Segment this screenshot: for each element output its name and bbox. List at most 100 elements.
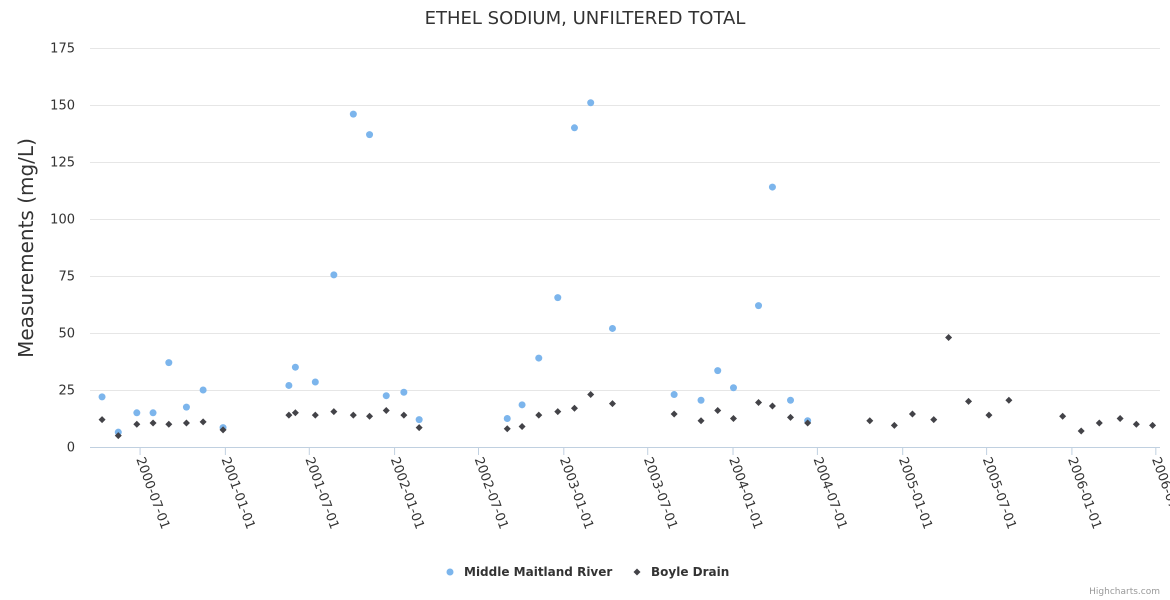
boyle-drain-point[interactable] [587, 391, 595, 399]
boyle-drain-point[interactable] [518, 422, 526, 430]
middle-maitland-point[interactable] [382, 392, 390, 400]
y-tick-label: 25 [58, 384, 75, 399]
x-tick-label: 2001-01-01 [218, 455, 258, 531]
middle-maitland-point[interactable] [98, 393, 106, 401]
boyle-drain-point[interactable] [804, 419, 812, 427]
boyle-drain-point[interactable] [866, 417, 874, 425]
boyle-drain-point[interactable] [965, 397, 973, 405]
middle-maitland-point[interactable] [400, 388, 408, 396]
boyle-drain-point[interactable] [1149, 421, 1157, 429]
boyle-drain-point[interactable] [311, 411, 319, 419]
boyle-drain-point[interactable] [182, 419, 190, 427]
boyle-drain-point[interactable] [535, 411, 543, 419]
boyle-drain-point[interactable] [1116, 415, 1124, 422]
boyle-drain-point[interactable] [554, 408, 562, 416]
middle-maitland-point[interactable] [697, 396, 705, 404]
middle-maitland-point[interactable] [366, 131, 374, 139]
middle-maitland-point[interactable] [608, 324, 616, 332]
middle-maitland-point[interactable] [518, 401, 526, 409]
boyle-drain-point[interactable] [1077, 427, 1085, 435]
middle-maitland-point[interactable] [182, 403, 190, 411]
boyle-drain-point[interactable] [608, 400, 616, 408]
middle-maitland-point[interactable] [311, 378, 319, 386]
boyle-drain-point[interactable] [415, 424, 423, 432]
boyle-drain-point[interactable] [366, 412, 374, 420]
y-tick-labels: 0 25 50 75 100 125 150 175 [50, 42, 75, 456]
middle-maitland-point[interactable] [503, 415, 511, 422]
middle-maitland-point[interactable] [330, 271, 338, 279]
boyle-drain-point[interactable] [768, 402, 776, 410]
y-axis-label: Measurements (mg/L) [14, 138, 38, 358]
middle-maitland-point[interactable] [199, 386, 207, 394]
boyle-drain-point[interactable] [291, 409, 299, 417]
legend: Middle Maitland River Boyle Drain [446, 565, 730, 579]
middle-maitland-point[interactable] [570, 124, 578, 132]
chart-title: ETHEL SODIUM, UNFILTERED TOTAL [425, 8, 746, 29]
middle-maitland-point[interactable] [165, 359, 173, 367]
middle-maitland-point[interactable] [787, 396, 795, 404]
boyle-drain-point[interactable] [400, 411, 408, 419]
boyle-drain-point[interactable] [908, 410, 916, 418]
middle-maitland-point[interactable] [670, 391, 678, 399]
x-tick-label: 2006-01-01 [1064, 455, 1104, 531]
middle-maitland-point[interactable] [714, 367, 722, 375]
x-tick-label: 2006-07-01 [1148, 455, 1170, 531]
boyle-drain-point[interactable] [149, 419, 157, 427]
middle-maitland-point[interactable] [535, 354, 543, 362]
middle-maitland-point[interactable] [554, 294, 562, 302]
boyle-drain-point[interactable] [570, 404, 578, 412]
middle-maitland-point[interactable] [133, 409, 141, 417]
x-tick-label: 2001-07-01 [302, 455, 342, 531]
legend-item[interactable]: Boyle Drain [633, 565, 730, 579]
boyle-drain-point[interactable] [98, 416, 106, 424]
boyle-drain-point[interactable] [1059, 412, 1067, 420]
boyle-drain-point[interactable] [945, 334, 953, 342]
boyle-drain-point[interactable] [1095, 419, 1103, 427]
boyle-drain-point[interactable] [382, 407, 390, 415]
boyle-drain-point[interactable] [930, 416, 938, 424]
middle-maitland-point[interactable] [768, 183, 776, 191]
boyle-drain-point[interactable] [714, 407, 722, 415]
boyle-drain-point[interactable] [787, 413, 795, 421]
boyle-drain-point[interactable] [755, 399, 763, 407]
x-tick-label: 2003-07-01 [640, 455, 680, 531]
boyle-drain-point[interactable] [503, 425, 511, 433]
boyle-drain-point[interactable] [165, 420, 173, 428]
y-tick-label: 150 [50, 99, 75, 114]
y-tick-label: 125 [50, 156, 75, 171]
boyle-drain-point[interactable] [729, 415, 737, 422]
y-tick-label: 100 [50, 213, 75, 228]
x-tick-labels: 2000-07-01 2001-01-01 2001-07-01 2002-01-01… [132, 447, 1170, 531]
boyle-drain-point[interactable] [219, 426, 227, 434]
boyle-drain-point[interactable] [349, 411, 357, 419]
plot-area [98, 99, 1157, 440]
credits[interactable]: Highcharts.com [1089, 587, 1160, 597]
middle-maitland-point[interactable] [755, 302, 763, 310]
x-tick-label: 2000-07-01 [132, 455, 172, 531]
boyle-drain-point[interactable] [114, 432, 122, 440]
y-tick-label: 0 [67, 441, 75, 456]
boyle-drain-point[interactable] [1132, 420, 1140, 428]
middle-maitland-point[interactable] [291, 363, 299, 371]
middle-maitland-point[interactable] [729, 384, 737, 392]
boyle-drain-point[interactable] [697, 417, 705, 425]
boyle-drain-point[interactable] [670, 410, 678, 418]
legend-marker[interactable] [446, 568, 454, 576]
boyle-drain-point[interactable] [330, 408, 338, 416]
middle-maitland-point[interactable] [285, 381, 293, 389]
middle-maitland-point[interactable] [415, 416, 423, 424]
boyle-drain-point[interactable] [890, 421, 898, 429]
boyle-drain-point[interactable] [133, 420, 141, 428]
legend-marker[interactable] [633, 568, 641, 576]
boyle-drain-point[interactable] [985, 411, 993, 419]
middle-maitland-point[interactable] [349, 110, 357, 118]
boyle-drain-point[interactable] [199, 418, 207, 426]
boyle-drain-point[interactable] [285, 411, 293, 419]
x-tick-label: 2004-01-01 [725, 455, 765, 531]
legend-item[interactable]: Middle Maitland River [446, 565, 613, 579]
boyle-drain-point[interactable] [1005, 396, 1013, 404]
middle-maitland-point[interactable] [587, 99, 595, 107]
middle-maitland-point[interactable] [149, 409, 157, 417]
series-1 [98, 334, 1157, 440]
